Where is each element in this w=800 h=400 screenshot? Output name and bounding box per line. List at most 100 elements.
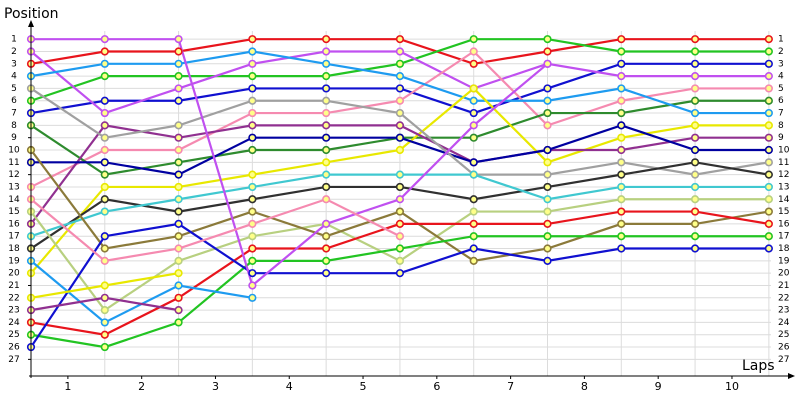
y-tick-label: 23 xyxy=(8,306,19,316)
y-tick-label: 1 xyxy=(11,35,17,45)
y-tick-label-right: 4 xyxy=(778,72,784,82)
y-tick-label-right: 11 xyxy=(778,158,789,168)
point xyxy=(543,170,552,179)
x-tick-label: 6 xyxy=(433,380,440,393)
point xyxy=(174,84,183,93)
y-tick-label: 20 xyxy=(8,269,20,279)
point xyxy=(617,72,626,81)
point xyxy=(395,232,405,241)
point xyxy=(248,219,257,228)
point xyxy=(322,244,331,253)
point xyxy=(543,121,552,130)
point xyxy=(174,158,183,167)
y-tick-label-right: 5 xyxy=(778,84,784,94)
point xyxy=(248,108,257,118)
x-tick-label: 1 xyxy=(64,380,71,393)
point xyxy=(174,244,183,253)
point xyxy=(764,232,773,241)
point xyxy=(690,47,700,56)
point xyxy=(248,35,257,44)
point xyxy=(248,59,257,68)
point xyxy=(322,35,331,44)
point xyxy=(690,244,700,253)
y-tick-label-right: 22 xyxy=(778,293,789,303)
point xyxy=(617,84,626,93)
point xyxy=(248,244,257,253)
point xyxy=(322,269,331,278)
point xyxy=(543,145,552,155)
point xyxy=(322,158,331,167)
point xyxy=(617,108,626,118)
point xyxy=(690,170,700,179)
point xyxy=(248,47,257,56)
point xyxy=(690,219,700,228)
series-line xyxy=(31,38,549,288)
point xyxy=(469,59,478,68)
y-tick-label-right: 25 xyxy=(778,330,789,340)
point xyxy=(248,96,257,105)
point xyxy=(469,96,478,105)
point xyxy=(764,121,773,130)
point xyxy=(690,182,700,192)
point xyxy=(174,306,183,315)
point xyxy=(100,96,109,105)
lines xyxy=(26,35,773,352)
point xyxy=(395,269,405,278)
x-axis-arrow xyxy=(788,373,795,379)
point xyxy=(764,207,773,216)
point xyxy=(248,269,257,278)
point xyxy=(322,72,331,81)
point xyxy=(690,195,700,204)
y-tick-label-right: 27 xyxy=(778,355,789,365)
point xyxy=(395,59,405,68)
y-tick-label-right: 20 xyxy=(778,269,790,279)
point xyxy=(248,182,257,192)
point xyxy=(174,182,183,192)
y-tick-label: 3 xyxy=(11,59,17,69)
point xyxy=(100,59,109,68)
point xyxy=(690,158,700,167)
y-tick-label-right: 23 xyxy=(778,306,789,316)
y-tick-label-right: 19 xyxy=(778,256,790,266)
y-tick-label: 11 xyxy=(8,158,19,168)
point xyxy=(764,96,773,105)
point xyxy=(764,145,773,155)
point xyxy=(100,281,109,290)
y-tick-label-right: 6 xyxy=(778,96,784,106)
series-line xyxy=(30,198,401,263)
y-tick-label: 2 xyxy=(11,47,17,57)
point xyxy=(543,158,552,167)
x-tick-label: 2 xyxy=(138,380,145,393)
point xyxy=(617,121,626,130)
point xyxy=(100,35,109,44)
point xyxy=(690,72,700,81)
point xyxy=(617,219,626,228)
point xyxy=(469,133,478,142)
point xyxy=(543,232,552,241)
point xyxy=(690,59,700,68)
point xyxy=(764,158,773,167)
point xyxy=(100,256,109,265)
point xyxy=(395,219,405,228)
point xyxy=(248,145,257,155)
point xyxy=(469,35,478,44)
point xyxy=(395,121,405,130)
point xyxy=(174,133,183,142)
y-tick-label: 19 xyxy=(8,256,20,266)
point xyxy=(543,219,552,228)
point xyxy=(617,207,626,216)
point xyxy=(469,195,478,204)
point xyxy=(100,293,109,302)
y-tick-label: 22 xyxy=(8,293,19,303)
y-tick-label: 15 xyxy=(8,207,19,217)
point xyxy=(248,133,257,142)
point xyxy=(174,121,183,130)
point xyxy=(617,182,626,192)
point xyxy=(543,256,552,265)
y-tick-label: 26 xyxy=(8,343,20,353)
point xyxy=(469,108,478,118)
point xyxy=(690,145,700,155)
point xyxy=(248,207,257,216)
point xyxy=(764,244,773,253)
y-tick-label-right: 2 xyxy=(778,47,784,57)
